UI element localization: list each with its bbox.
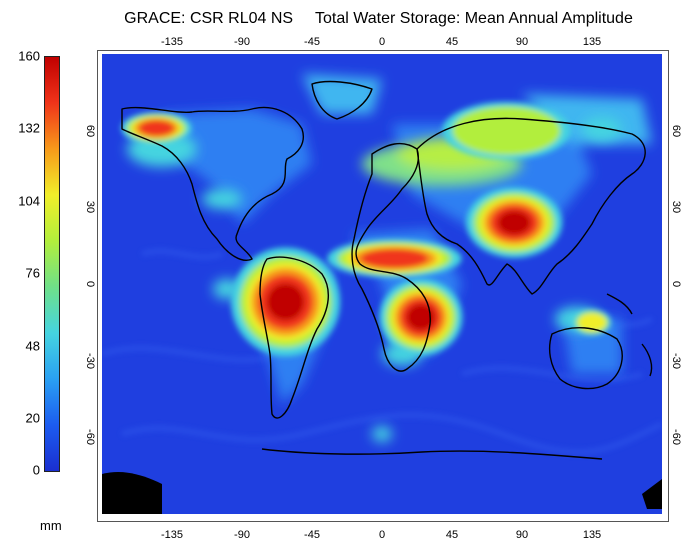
colorbar-label: 132 <box>18 120 40 136</box>
latitude-tick-left: 30 <box>84 201 96 214</box>
longitude-tick-bottom: -45 <box>304 529 320 541</box>
latitude-tick-right: 0 <box>670 280 682 288</box>
colorbar-unit: mm <box>40 518 62 533</box>
map-title: GRACE: CSR RL04 NS Total Water Storage: … <box>124 10 633 27</box>
hotspot-amazon-basin <box>231 247 340 357</box>
hotspot-sahel <box>327 239 462 278</box>
hotspots <box>121 101 612 357</box>
longitude-tick-bottom: 0 <box>378 529 386 541</box>
colorbar-label: 0 <box>32 462 40 478</box>
latitude-tick-left: -60 <box>84 429 96 446</box>
hotspot-siberia <box>442 101 571 160</box>
colorbar-label: 160 <box>18 48 40 64</box>
longitude-tick-bottom: 135 <box>582 529 602 541</box>
longitude-tick-bottom: 45 <box>445 529 459 541</box>
water-storage-map <box>102 54 662 514</box>
coastlines <box>121 80 653 460</box>
colorbar-label: 104 <box>18 193 40 209</box>
longitude-tick-top: -90 <box>234 36 250 48</box>
latitude-tick-right: 30 <box>670 201 682 214</box>
longitude-tick-top: -135 <box>160 36 184 48</box>
colorbar <box>44 56 60 472</box>
latitude-tick-right: 60 <box>670 124 682 137</box>
antarctica-void <box>102 472 662 514</box>
longitude-tick-bottom: 90 <box>515 529 529 541</box>
longitude-tick-bottom: -90 <box>234 529 250 541</box>
hotspot-congo-zambezi <box>379 278 463 356</box>
hotspot-northern-australia <box>572 309 612 336</box>
longitude-tick-top: -45 <box>304 36 320 48</box>
latitude-tick-left: -30 <box>84 352 96 369</box>
hotspot-southern-alaska <box>121 112 192 145</box>
latitude-tick-right: -30 <box>670 352 682 369</box>
latitude-tick-right: -60 <box>670 429 682 446</box>
colorbar-label: 48 <box>25 338 40 354</box>
latitude-tick-left: 0 <box>84 280 96 288</box>
latitude-tick-left: 60 <box>84 124 96 137</box>
longitude-tick-bottom: -135 <box>160 529 184 541</box>
longitude-tick-top: 0 <box>378 36 386 48</box>
longitude-tick-top: 135 <box>582 36 602 48</box>
colorbar-label: 20 <box>25 410 40 426</box>
colorbar-label: 76 <box>25 265 40 281</box>
longitude-tick-top: 90 <box>515 36 529 48</box>
hotspot-ganges-brahmaputra <box>466 187 563 258</box>
longitude-tick-top: 45 <box>445 36 459 48</box>
